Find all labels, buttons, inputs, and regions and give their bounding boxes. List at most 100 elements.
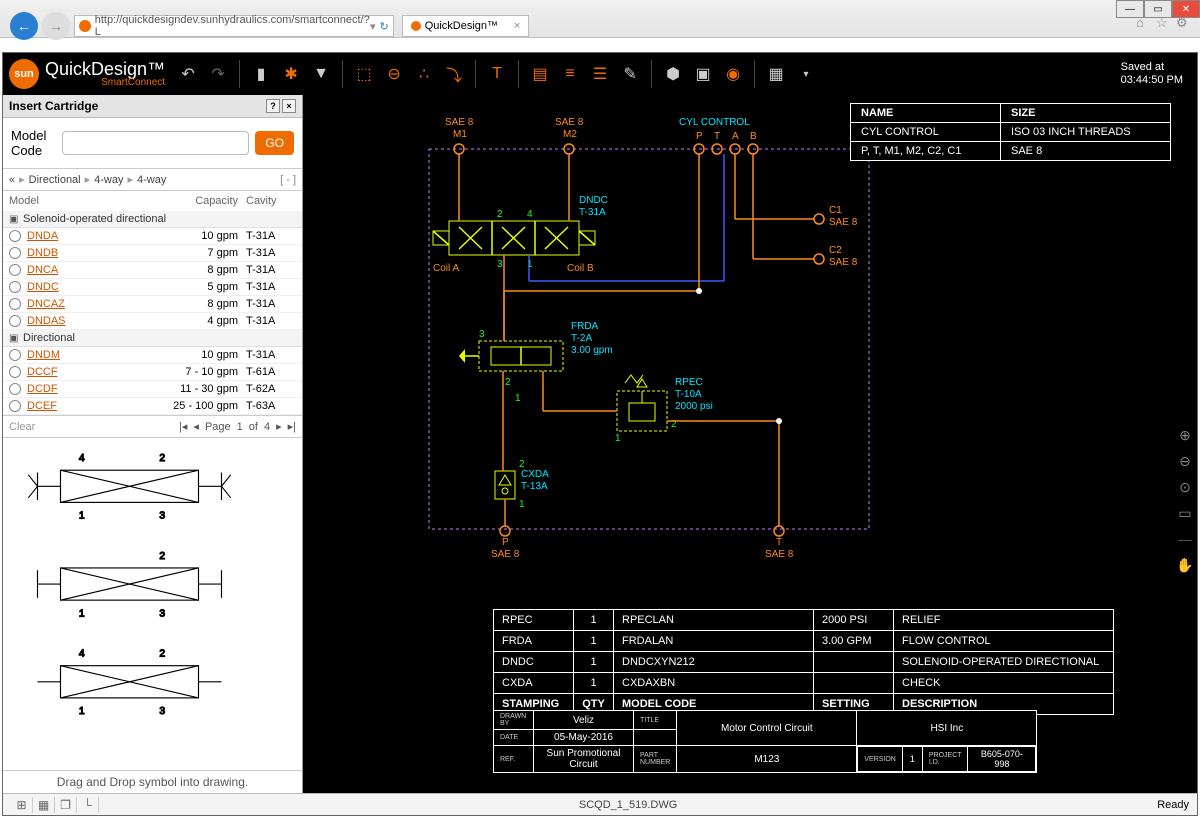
svg-text:C2: C2 [829,245,842,256]
drag-hint: Drag and Drop symbol into drawing. [3,770,302,793]
radio-icon[interactable] [9,349,21,361]
go-button[interactable]: GO [255,131,294,155]
group-header[interactable]: ▣Solenoid-operated directional [3,211,302,228]
zoom-out-icon[interactable]: ⊖ [1175,451,1195,471]
tab-close-icon[interactable]: × [514,20,520,32]
svg-text:2000 psi: 2000 psi [675,401,713,412]
node-icon[interactable]: ⊖ [381,61,407,87]
undo-button[interactable]: ↶ [175,61,201,87]
cartridge-row[interactable]: DNCA8 gpmT-31A [3,262,302,279]
star-icon[interactable]: ☆ [1156,15,1170,29]
model-link[interactable]: DNDM [27,349,166,361]
panel-help-icon[interactable]: ? [266,99,280,113]
svg-text:1: 1 [79,608,85,619]
cartridge-row[interactable]: DNDB7 gpmT-31A [3,245,302,262]
cartridge-row[interactable]: DCEF25 - 100 gpmT-63A [3,398,302,415]
breadcrumb[interactable]: «▸ Directional▸ 4-way▸ 4-way [ - ] [3,168,302,191]
refresh-icon[interactable]: ↻ [379,20,388,33]
svg-text:1: 1 [79,511,85,522]
connect-icon[interactable]: ⤵ [441,61,467,87]
panel1-icon[interactable]: ▤ [527,61,553,87]
group-header[interactable]: ▣Directional [3,330,302,347]
radio-icon[interactable] [9,400,21,412]
svg-text:3: 3 [159,706,165,717]
panel3-icon[interactable]: ☰ [587,61,613,87]
page-last-icon[interactable]: ▸| [288,420,296,433]
svg-text:3: 3 [159,511,165,522]
valve-icon[interactable]: ✱ [278,61,304,87]
coil-icon[interactable]: ▼ [308,61,334,87]
model-link[interactable]: DNCAZ [27,298,166,310]
select-icon[interactable]: ⬚ [351,61,377,87]
redo-button[interactable]: ↷ [205,61,231,87]
model-link[interactable]: DNDC [27,281,166,293]
ortho-icon[interactable]: └ [77,797,99,813]
radio-icon[interactable] [9,247,21,259]
zoom-fit-icon[interactable]: ⊙ [1175,477,1195,497]
cartridge-row[interactable]: DCCF7 - 10 gpmT-61A [3,364,302,381]
radio-icon[interactable] [9,281,21,293]
edit-icon[interactable]: ✎ [617,61,643,87]
svg-text:2: 2 [159,649,165,660]
pan-icon[interactable]: ✋ [1175,555,1195,575]
model-link[interactable]: DNDB [27,247,166,259]
cartridge-row[interactable]: DNDM10 gpmT-31A [3,347,302,364]
copy-icon[interactable]: ❐ [55,797,77,813]
group-icon[interactable]: ∴ [411,61,437,87]
grid2-icon[interactable]: ▦ [33,797,55,813]
page-next-icon[interactable]: ▸ [276,420,282,433]
menu-chevron-icon[interactable]: ▾ [793,61,819,87]
package-icon[interactable]: ⬢ [660,61,686,87]
clear-button[interactable]: Clear [9,421,35,433]
drawing-canvas[interactable]: SAE 8M1SAE 8M2CYL CONTROLPTABC1SAE 8C2SA… [303,95,1197,793]
svg-text:SAE 8: SAE 8 [829,257,858,268]
radio-icon[interactable] [9,366,21,378]
radio-icon[interactable] [9,264,21,276]
chevron-down-icon[interactable]: ▾ [370,20,376,33]
cartridge-row[interactable]: DNDC5 gpmT-31A [3,279,302,296]
symbol-preview[interactable]: 42 13 213 42 13 [3,437,302,770]
doc-icon[interactable]: ▣ [690,61,716,87]
grid-icon[interactable]: ⊞ [11,797,33,813]
zoom-window-icon[interactable]: ▭ [1175,503,1195,523]
bom-table: RPEC1RPECLAN2000 PSIRELIEFFRDA1FRDALAN3.… [493,609,1114,715]
browser-tab[interactable]: QuickDesign™ × [402,15,530,37]
location-icon[interactable]: ◉ [720,61,746,87]
svg-text:T: T [776,537,782,548]
svg-text:1: 1 [527,259,533,270]
cartridge-row[interactable]: DCDF11 - 30 gpmT-62A [3,381,302,398]
report-icon[interactable]: ▦ [763,61,789,87]
cartridge-row[interactable]: DNDA10 gpmT-31A [3,228,302,245]
browser-forward-button[interactable]: → [42,12,70,40]
model-link[interactable]: DCCF [27,366,166,378]
cartridge-row[interactable]: DNCAZ8 gpmT-31A [3,296,302,313]
tab-title: QuickDesign™ [425,20,498,32]
model-link[interactable]: DCEF [27,400,166,412]
model-link[interactable]: DCDF [27,383,166,395]
home-icon[interactable]: ⌂ [1136,15,1150,29]
panel-close-icon[interactable]: × [282,99,296,113]
zoom-in-icon[interactable]: ⊕ [1175,425,1195,445]
cartridge-row[interactable]: DNDAS4 gpmT-31A [3,313,302,330]
radio-icon[interactable] [9,383,21,395]
svg-text:SAE 8: SAE 8 [491,549,520,560]
gear-icon[interactable]: ⚙ [1176,15,1190,29]
model-code-input[interactable] [62,131,249,155]
radio-icon[interactable] [9,315,21,327]
address-bar[interactable]: http://quickdesigndev.sunhydraulics.com/… [74,15,394,37]
radio-icon[interactable] [9,230,21,242]
panel2-icon[interactable]: ≡ [557,61,583,87]
radio-icon[interactable] [9,298,21,310]
browser-back-button[interactable]: ← [10,12,38,40]
model-link[interactable]: DNDAS [27,315,166,327]
model-link[interactable]: DNDA [27,230,166,242]
svg-text:A: A [732,131,739,142]
page-first-icon[interactable]: |◂ [179,420,187,433]
svg-text:SAE 8: SAE 8 [829,217,858,228]
page-prev-icon[interactable]: ◂ [193,420,199,433]
cartridge-icon[interactable]: ▮ [248,61,274,87]
view-tools: ⊕ ⊖ ⊙ ▭ — ✋ [1175,425,1195,575]
model-link[interactable]: DNCA [27,264,166,276]
text-icon[interactable]: T [484,61,510,87]
logo-name: QuickDesign™ [45,60,165,78]
